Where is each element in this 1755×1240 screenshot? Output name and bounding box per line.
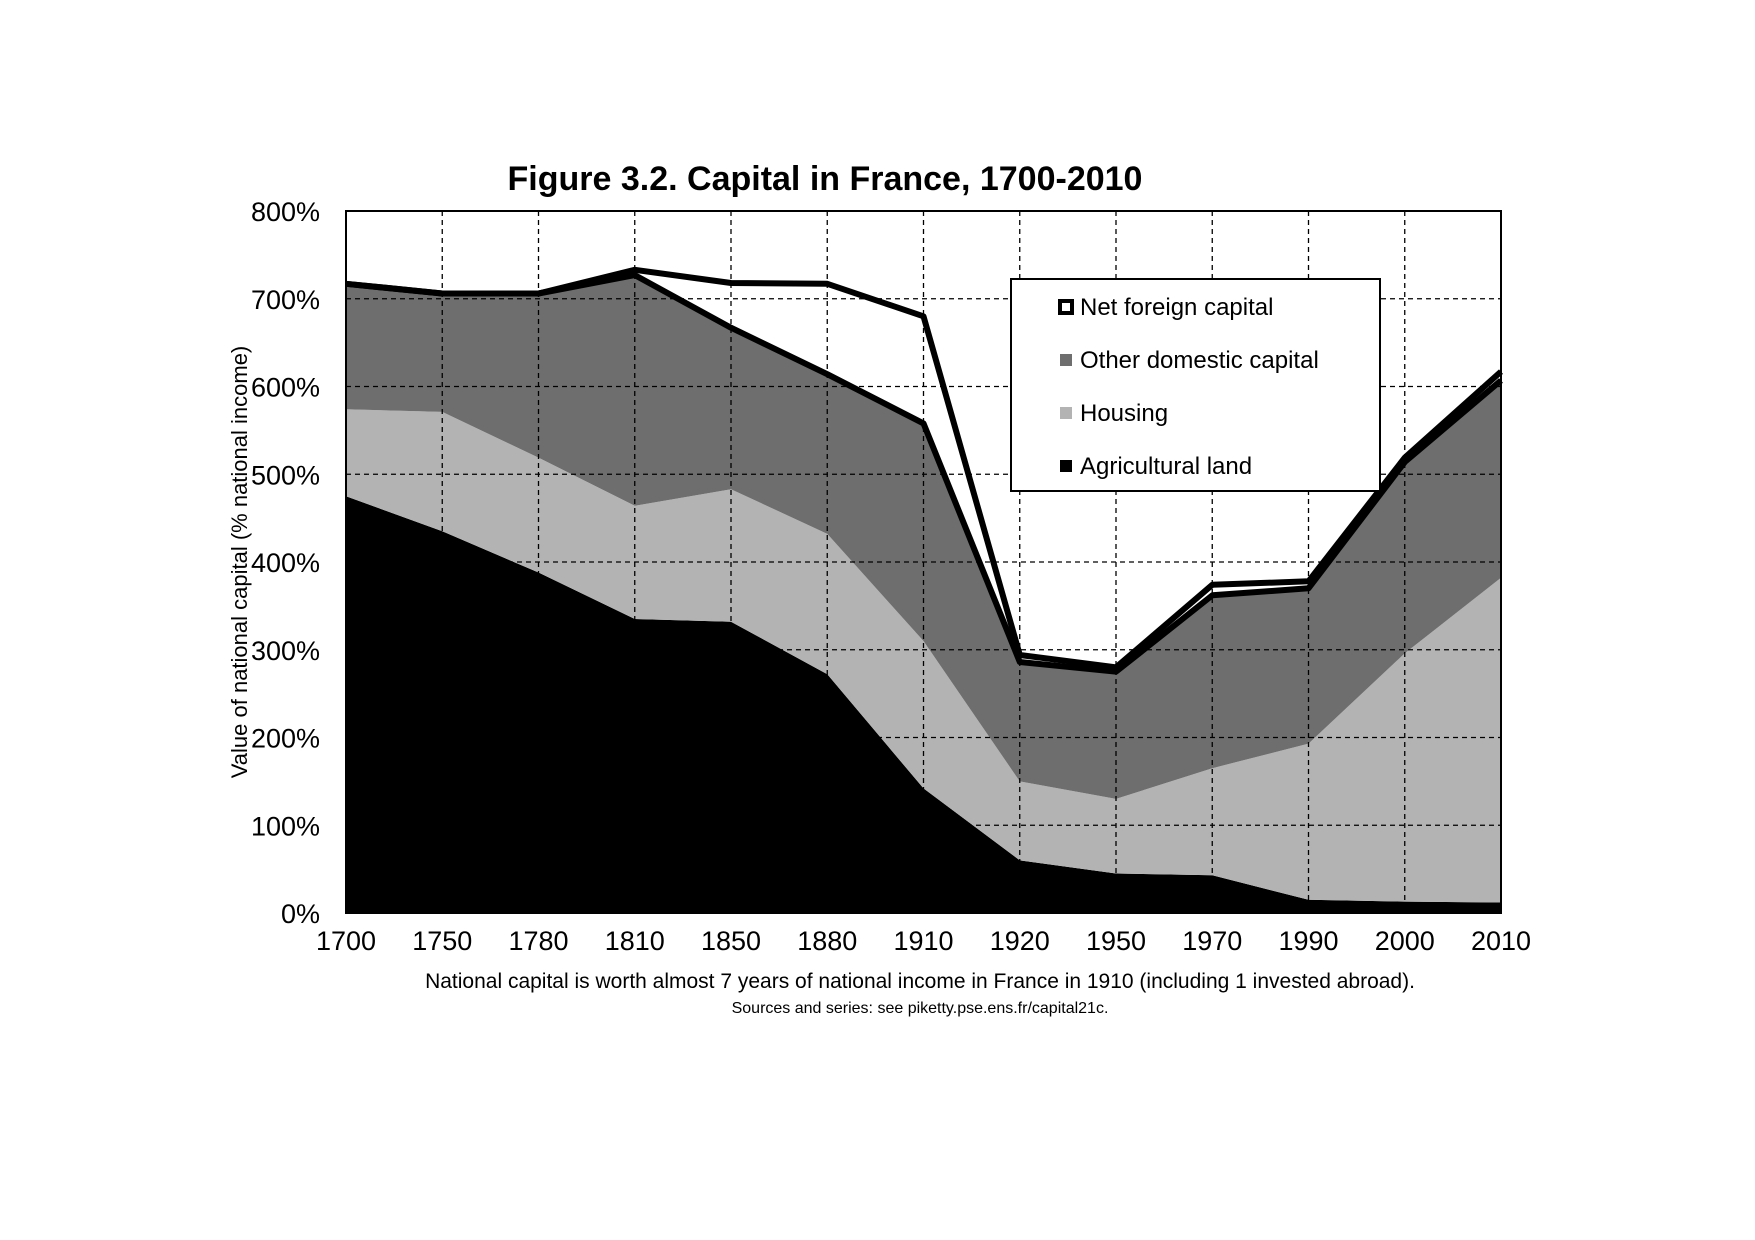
x-tick-label: 1990 — [1278, 926, 1338, 956]
x-tick-label: 1920 — [990, 926, 1050, 956]
x-tick-label: 1780 — [508, 926, 568, 956]
legend: Net foreign capital Other domestic capita… — [1010, 278, 1381, 492]
legend-swatch — [1060, 354, 1072, 366]
x-tick-label: 1700 — [316, 926, 376, 956]
legend-label: Agricultural land — [1080, 453, 1252, 480]
y-tick-label: 800% — [251, 197, 320, 227]
y-tick-label: 200% — [251, 724, 320, 754]
y-tick-label: 600% — [251, 373, 320, 403]
plot-frame — [345, 210, 1502, 914]
chart-caption: National capital is worth almost 7 years… — [425, 970, 1415, 993]
legend-swatch — [1060, 407, 1072, 419]
y-tick-label: 100% — [251, 811, 320, 841]
x-tick-label: 2000 — [1375, 926, 1435, 956]
legend-swatch — [1058, 299, 1074, 315]
chart-source: Sources and series: see piketty.pse.ens.… — [732, 1000, 1109, 1017]
x-tick-label: 1970 — [1182, 926, 1242, 956]
legend-label: Other domestic capital — [1080, 347, 1319, 374]
legend-label: Net foreign capital — [1080, 294, 1273, 321]
legend-label: Housing — [1080, 400, 1168, 427]
series-lines — [345, 266, 1503, 675]
y-tick-labels: 0% 100% 200% 300% 400% 500% 600% 700% 800% — [251, 197, 320, 929]
x-tick-label: 1880 — [797, 926, 857, 956]
y-tick-label: 500% — [251, 460, 320, 490]
y-axis-label: Value of national capital (% national in… — [227, 346, 252, 779]
chart-title: Figure 3.2. Capital in France, 1700-2010 — [508, 160, 1143, 198]
line-national-total — [345, 266, 1503, 671]
y-tick-label: 400% — [251, 548, 320, 578]
x-tick-label: 1910 — [893, 926, 953, 956]
y-tick-label: 300% — [251, 636, 320, 666]
x-tick-labels: 1700 1750 1780 1810 1850 1880 1910 1920 1950 1970… — [316, 926, 1531, 956]
y-tick-label: 0% — [281, 899, 320, 929]
x-tick-label: 1950 — [1086, 926, 1146, 956]
x-tick-label: 1850 — [701, 926, 761, 956]
x-tick-label: 2010 — [1471, 926, 1531, 956]
x-tick-label: 1750 — [412, 926, 472, 956]
y-tick-label: 700% — [251, 285, 320, 315]
x-tick-label: 1810 — [605, 926, 665, 956]
legend-swatch — [1060, 460, 1072, 472]
